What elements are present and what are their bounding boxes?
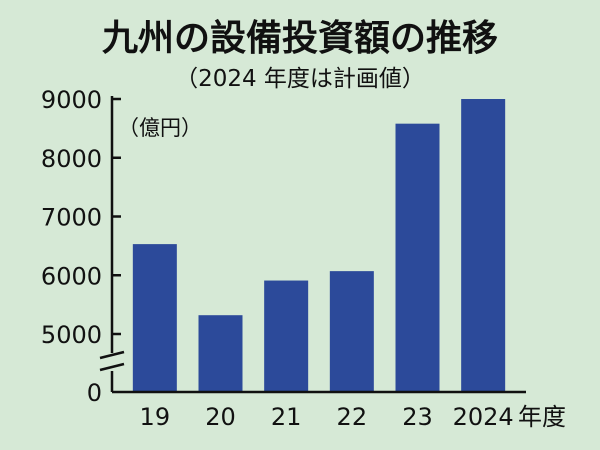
y-tick-label: 6000 <box>41 262 102 290</box>
bar-21 <box>264 280 309 392</box>
y-tick-label: 8000 <box>41 145 102 173</box>
x-tick-label: 2024 <box>453 403 514 431</box>
y-tick-label: 9000 <box>41 86 102 114</box>
y-axis-ticks: 9000 8000 7000 6000 5000 0 <box>41 86 121 407</box>
y-tick-label: 0 <box>87 379 102 407</box>
y-tick-label: 5000 <box>41 321 102 349</box>
bar-20 <box>198 315 243 392</box>
y-tick-label: 7000 <box>41 204 102 232</box>
bar-19 <box>132 244 177 392</box>
bar-22 <box>329 271 374 392</box>
x-axis-ticks: 19 20 21 22 23 2024 <box>140 403 514 431</box>
x-tick-label: 20 <box>205 403 236 431</box>
x-tick-label: 21 <box>271 403 302 431</box>
y-axis-unit-label: （億円） <box>118 116 202 140</box>
x-tick-label: 22 <box>337 403 368 431</box>
bar-23 <box>395 123 440 393</box>
x-axis-label: 年度 <box>518 403 566 431</box>
chart-subtitle: （2024 年度は計画値） <box>175 66 425 92</box>
chart-title: 九州の設備投資額の推移 <box>102 18 498 59</box>
bars <box>132 99 506 393</box>
x-tick-label: 23 <box>402 403 433 431</box>
axis-break-marker <box>99 350 125 372</box>
x-tick-label: 19 <box>140 403 171 431</box>
bar-2024 <box>461 99 506 392</box>
